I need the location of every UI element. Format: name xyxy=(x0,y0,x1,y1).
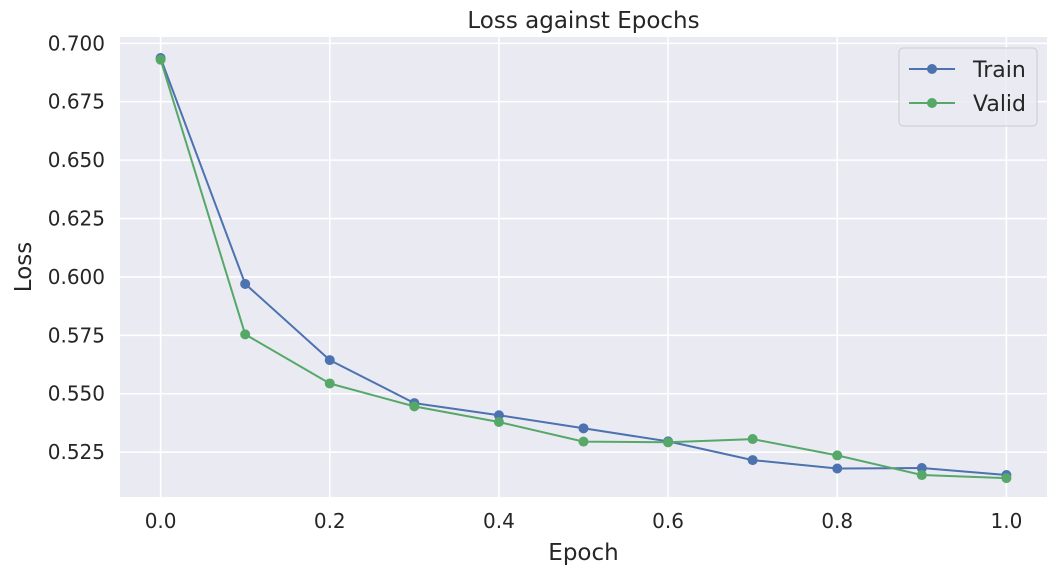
train-point xyxy=(747,455,758,466)
y-tick-label: 0.650 xyxy=(48,148,105,172)
x-tick-label: 1.0 xyxy=(990,509,1022,533)
series-layer xyxy=(155,53,1012,484)
valid-point xyxy=(493,417,504,428)
valid-point xyxy=(1001,473,1012,484)
y-tick-label: 0.600 xyxy=(48,265,105,289)
valid-point xyxy=(747,434,758,445)
legend-valid-label: Valid xyxy=(973,92,1026,117)
y-tick-label: 0.675 xyxy=(48,90,105,114)
legend-train-label: Train xyxy=(972,58,1026,83)
train-point xyxy=(324,355,335,366)
train-point xyxy=(916,463,927,474)
y-axis-label: Loss xyxy=(11,242,37,292)
chart-title: Loss against Epochs xyxy=(467,8,699,34)
y-tick-label: 0.550 xyxy=(48,382,105,406)
x-tick-label: 0.8 xyxy=(821,509,853,533)
valid-point xyxy=(832,450,843,461)
y-tick-label: 0.575 xyxy=(48,323,105,347)
plot-area xyxy=(120,37,1047,497)
train-point xyxy=(832,463,843,474)
series-valid xyxy=(155,54,1012,484)
valid-point xyxy=(409,401,420,412)
legend: Train Valid xyxy=(898,47,1038,127)
train-point xyxy=(578,423,589,434)
x-tick-label: 0.0 xyxy=(145,509,177,533)
y-tick-label: 0.625 xyxy=(48,207,105,231)
valid-point xyxy=(663,437,674,448)
y-tick-label: 0.700 xyxy=(48,31,105,55)
x-tick-label: 0.4 xyxy=(483,509,515,533)
valid-point xyxy=(240,329,251,340)
grid-lines xyxy=(120,37,1047,497)
valid-point xyxy=(324,378,335,389)
x-tick-label: 0.2 xyxy=(314,509,346,533)
x-tick-label: 0.6 xyxy=(652,509,684,533)
x-axis-label: Epoch xyxy=(548,540,618,566)
y-tick-label: 0.525 xyxy=(48,440,105,464)
train-point xyxy=(240,278,251,289)
legend-train-marker xyxy=(927,64,937,74)
valid-point xyxy=(578,436,589,447)
tick-labels: 0.0 0.2 0.4 0.6 0.8 1.0 0.525 0.550 0.575 0.600 0.… xyxy=(48,31,1023,533)
valid-point xyxy=(155,54,166,65)
legend-valid-marker xyxy=(927,98,937,108)
valid-point xyxy=(916,470,927,481)
